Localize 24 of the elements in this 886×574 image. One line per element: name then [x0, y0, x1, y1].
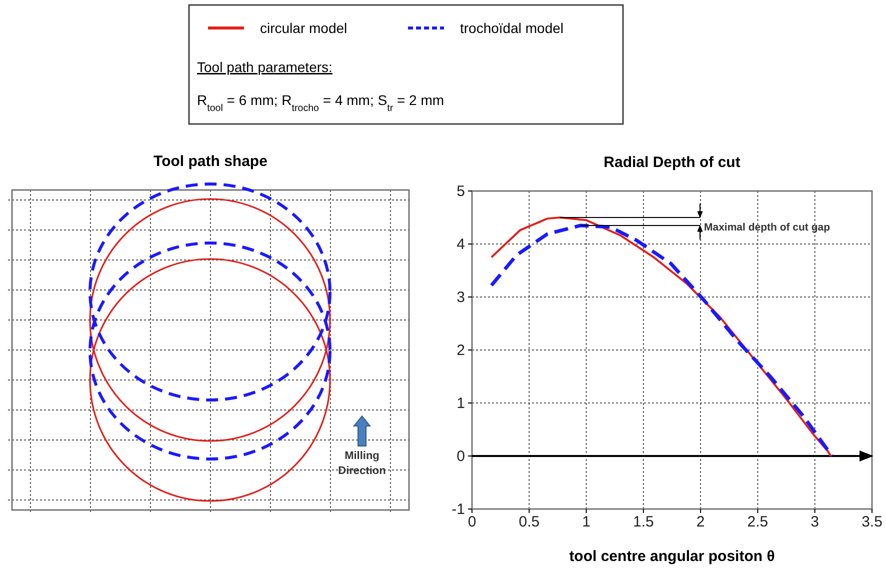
y-tick-label: 1: [456, 394, 465, 412]
x-tick-label: 2.5: [747, 514, 768, 531]
x-tick-label: 3: [810, 514, 820, 531]
x-tick-label: 0: [468, 514, 476, 531]
annotation: Maximal depth of cut gap: [704, 222, 830, 234]
y-tick-label: 5: [456, 182, 465, 200]
text: R$_{tool}$ = 6 mm; R$_{trocho}$ = 4 mm; S$_{tr}$ = 2 mm: [197, 92, 444, 114]
legend-label: trochoïdal model: [460, 20, 564, 36]
y-tick-label: 4: [456, 236, 465, 253]
x-tick-label: 1: [582, 514, 590, 531]
y-tick-label: 2: [456, 342, 465, 359]
y-tick-label: 0: [456, 448, 465, 465]
x-tick-label: 0.5: [518, 514, 540, 531]
text: Milling Direction: [338, 450, 386, 477]
text: Tool path shape: [154, 153, 268, 170]
legend-label: circular model: [260, 20, 348, 36]
x-tick-label: 3.5: [862, 514, 882, 531]
x-tick-label: 1.5: [633, 514, 654, 531]
y-tick-label: -1: [452, 500, 465, 518]
y-tick-label: 3: [456, 288, 465, 306]
text: Tool path parameters:: [197, 59, 332, 75]
x-tick-label: 2: [696, 514, 705, 531]
x-axis-title: tool centre angular positon θ: [569, 548, 775, 565]
chart-title: Radial Depth of cut: [604, 154, 740, 171]
